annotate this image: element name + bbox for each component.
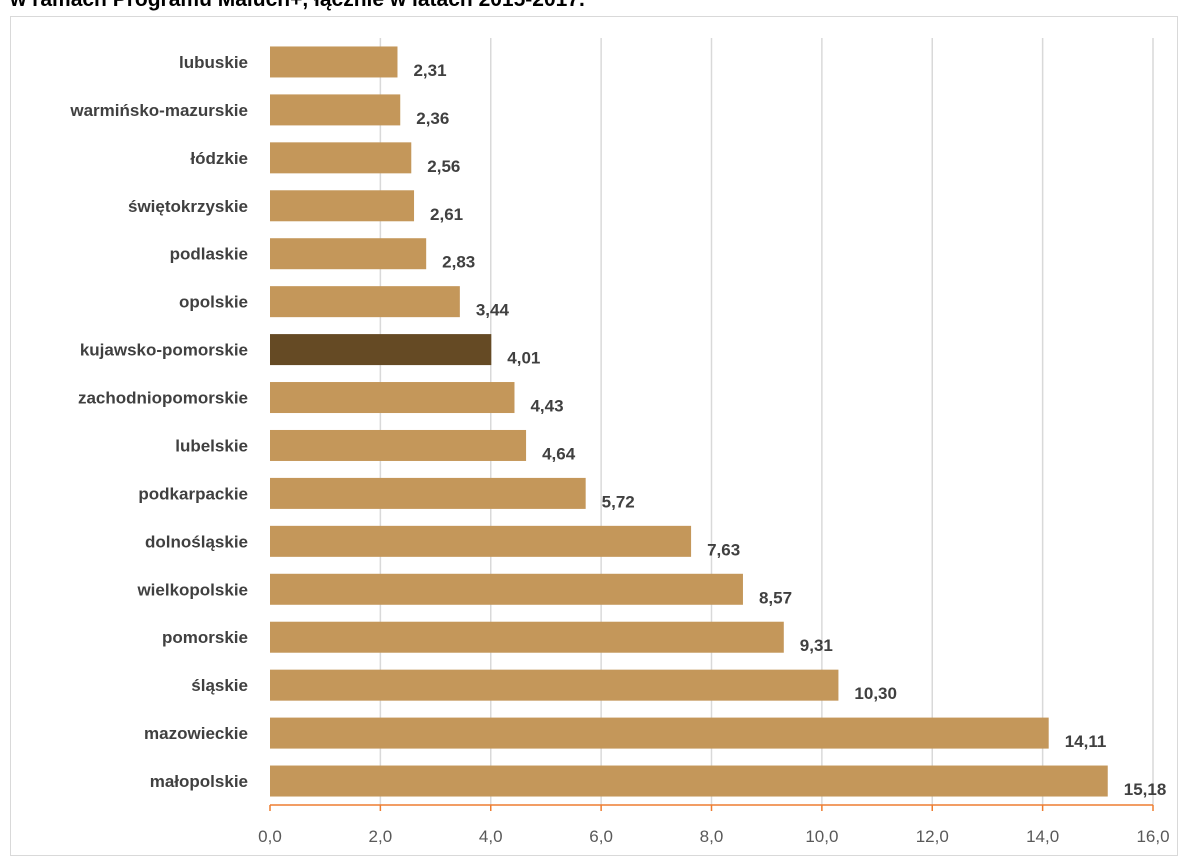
- data-label: 3,44: [476, 301, 510, 320]
- data-label: 4,64: [542, 444, 576, 463]
- x-tick-label: 16,0: [1136, 827, 1169, 846]
- x-tick-label: 14,0: [1026, 827, 1059, 846]
- bar: [270, 94, 401, 126]
- bar: [270, 238, 427, 270]
- category-label: podkarpackie: [138, 484, 248, 503]
- data-label: 4,01: [507, 349, 540, 368]
- x-tick-label: 10,0: [805, 827, 838, 846]
- category-label: zachodniopomorskie: [78, 389, 248, 408]
- category-label: pomorskie: [162, 628, 248, 647]
- bars: [270, 46, 1108, 797]
- x-tick-label: 6,0: [589, 827, 613, 846]
- bar: [270, 477, 586, 509]
- x-tick-label: 0,0: [258, 827, 282, 846]
- data-label: 2,56: [427, 157, 460, 176]
- bar: [270, 46, 398, 78]
- data-label: 15,18: [1124, 780, 1167, 799]
- bar: [270, 334, 492, 366]
- bar: [270, 621, 784, 653]
- category-label: kujawsko-pomorskie: [80, 341, 248, 360]
- x-axis: 0,0 2,0 4,0 6,0 8,0 10,0 12,0 14,0 16,0: [258, 804, 1170, 846]
- x-tick-label: 2,0: [369, 827, 393, 846]
- bar: [270, 142, 412, 174]
- bar: [270, 382, 515, 414]
- category-label: opolskie: [179, 293, 248, 312]
- category-label: świętokrzyskie: [128, 197, 248, 216]
- data-label: 4,43: [530, 397, 563, 416]
- x-tick-label: 4,0: [479, 827, 503, 846]
- category-label: warmińsko-mazurskie: [69, 101, 248, 120]
- category-label: dolnośląskie: [145, 532, 248, 551]
- bar: [270, 286, 460, 318]
- data-label: 9,31: [800, 636, 833, 655]
- bar: [270, 573, 743, 605]
- x-tick-label: 12,0: [916, 827, 949, 846]
- x-tick-label: 8,0: [700, 827, 724, 846]
- chart-title: w ramach Programu Maluch+, łącznie w lat…: [10, 0, 1180, 12]
- category-label: lubuskie: [179, 53, 248, 72]
- category-label: wielkopolskie: [136, 580, 248, 599]
- data-label: 2,83: [442, 253, 475, 272]
- category-label: podlaskie: [170, 245, 248, 264]
- bar: [270, 429, 527, 461]
- data-label: 2,31: [413, 61, 446, 80]
- category-labels: lubuskie warmińsko-mazurskie łódzkie święto…: [69, 53, 248, 791]
- data-label: 2,61: [430, 205, 463, 224]
- data-label: 7,63: [707, 540, 740, 559]
- category-label: mazowieckie: [144, 724, 248, 743]
- data-label: 5,72: [602, 492, 635, 511]
- category-label: łódzkie: [190, 149, 248, 168]
- data-label: 14,11: [1065, 732, 1107, 751]
- category-label: lubelskie: [175, 436, 248, 455]
- bar: [270, 190, 415, 222]
- bar: [270, 669, 839, 701]
- bar: [270, 717, 1049, 749]
- bar: [270, 525, 692, 557]
- data-label: 8,57: [759, 588, 792, 607]
- value-labels: 2,31 2,36 2,56 2,61 2,83 3,44 4,01 4,43 4,64 5,72…: [413, 61, 1166, 799]
- data-label: 2,36: [416, 109, 449, 128]
- bar: [270, 765, 1108, 797]
- data-label: 10,30: [854, 684, 897, 703]
- category-label: małopolskie: [150, 772, 248, 791]
- category-label: śląskie: [191, 676, 248, 695]
- chart-frame: [10, 16, 1178, 856]
